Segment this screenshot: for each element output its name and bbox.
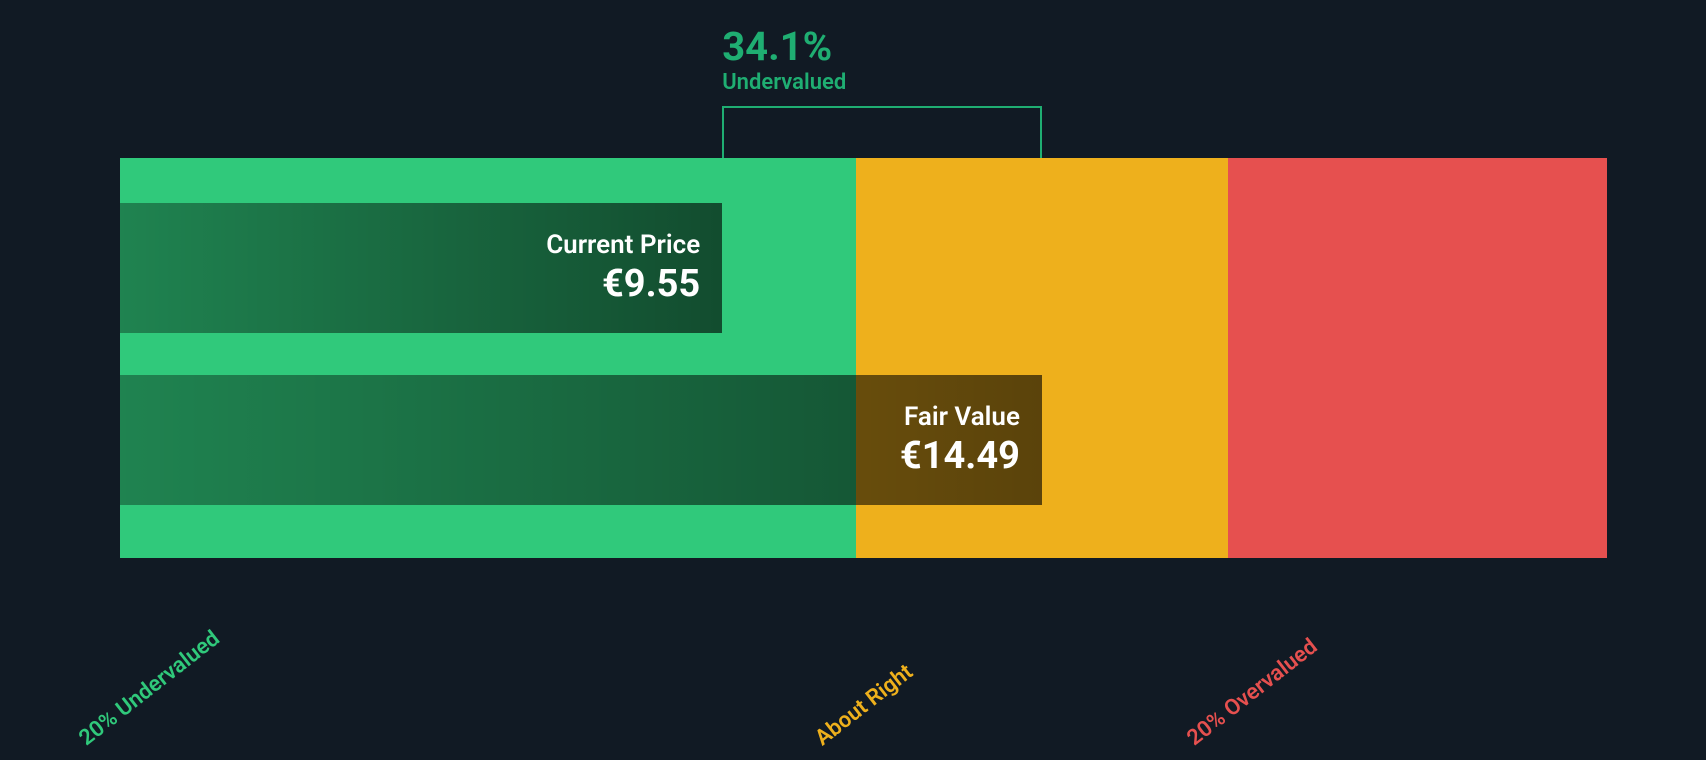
fair-value-label: Fair Value [904, 402, 1020, 433]
valuation-bracket [722, 106, 1042, 158]
valuation-chart: Current Price €9.55 Fair Value €14.49 20… [120, 158, 1607, 558]
valuation-percent: 34.1% [722, 26, 846, 68]
current-price-bar: Current Price €9.55 [120, 203, 722, 333]
fair-value-bar: Fair Value €14.49 [120, 375, 1042, 505]
bracket-line-top [722, 106, 1042, 108]
valuation-headline: 34.1% Undervalued [722, 26, 846, 95]
zone-label-aboutright: About Right [811, 660, 918, 751]
valuation-subtitle: Undervalued [722, 70, 846, 95]
fair-value-value: €14.49 [900, 435, 1020, 479]
bracket-line-left [722, 106, 724, 158]
zone-overvalued [1228, 158, 1607, 558]
current-price-label: Current Price [546, 230, 700, 261]
current-price-value: €9.55 [602, 263, 700, 307]
zone-label-overvalued: 20% Overvalued [1182, 634, 1322, 751]
stage: 34.1% Undervalued Current Price €9.55 Fa… [0, 0, 1706, 760]
bracket-line-right [1040, 106, 1042, 158]
zone-label-undervalued: 20% Undervalued [75, 626, 225, 751]
